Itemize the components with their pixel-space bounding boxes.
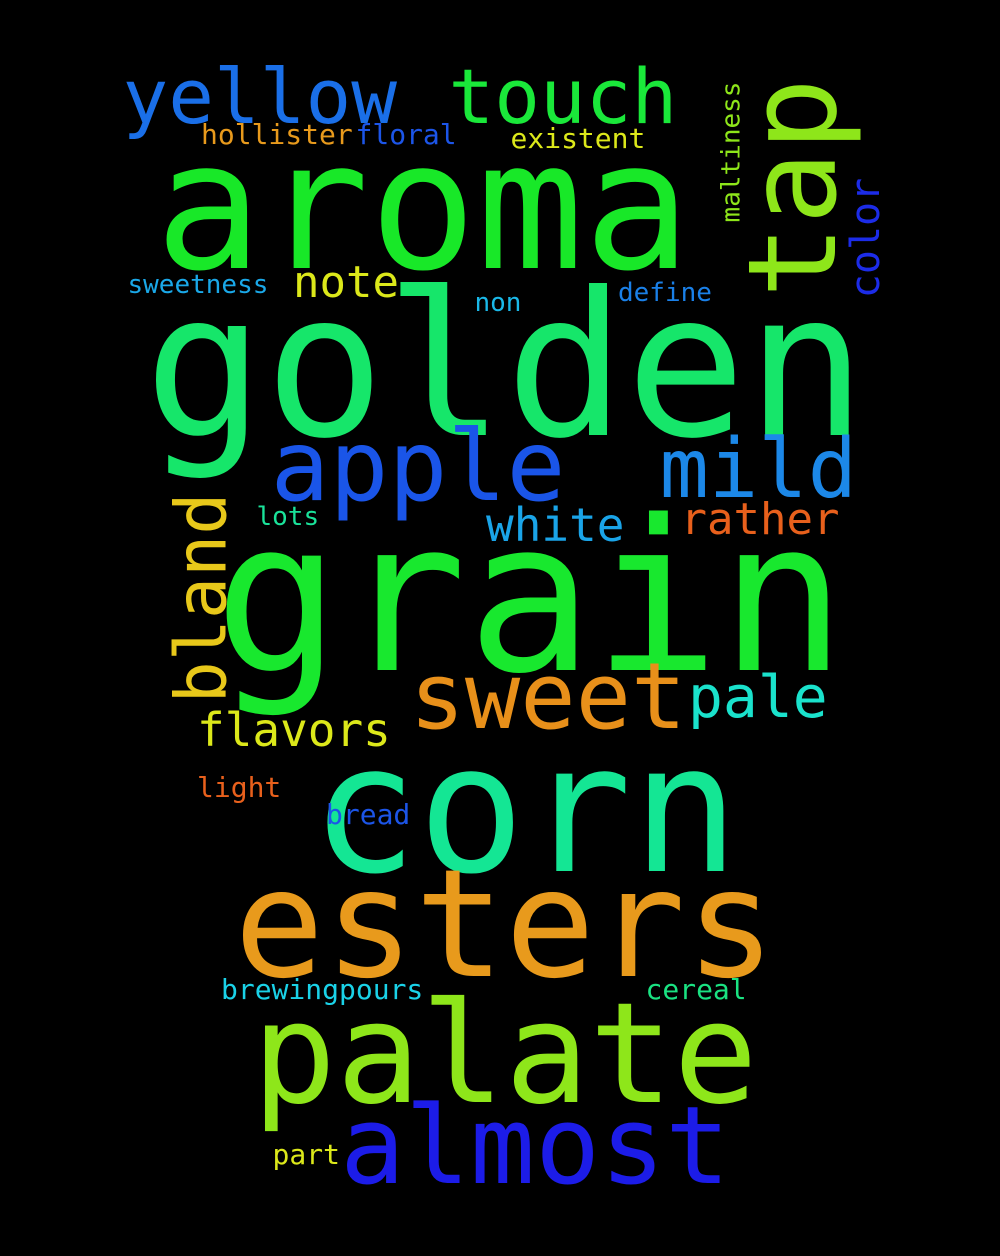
word-golden: golden: [144, 250, 867, 483]
word-esters: esters: [234, 838, 776, 1012]
word-maltiness: maltiness: [715, 81, 746, 223]
word-mild: mild: [659, 422, 857, 517]
word-pale: pale: [688, 663, 828, 731]
word-corn: corn: [310, 706, 740, 913]
word-bland: bland: [159, 492, 242, 704]
word-non: non: [474, 288, 522, 318]
word-sweet: sweet: [409, 643, 687, 750]
word-hollister: hollister: [201, 118, 353, 151]
word-define: define: [618, 278, 712, 308]
word-color: color: [843, 177, 890, 299]
word-floral: floral: [355, 118, 457, 151]
word-note: note: [293, 257, 399, 308]
word-existent: existent: [510, 122, 646, 155]
word-sweetness: sweetness: [127, 270, 269, 300]
word-aroma: aroma: [155, 103, 691, 310]
word-part: part: [272, 1138, 340, 1171]
word-cereal: cereal: [645, 973, 747, 1006]
word-apple: apple: [270, 410, 566, 524]
word-brewingpours: brewingpours: [221, 973, 424, 1006]
word-rather: rather: [680, 494, 840, 545]
word-touch: touch: [448, 52, 678, 141]
word-light: light: [197, 771, 282, 804]
word-white: white: [486, 498, 625, 552]
word-lots: lots: [256, 502, 320, 532]
word-yellow: yellow: [122, 52, 398, 141]
word-grain: grain: [214, 475, 847, 720]
word-almost: almost: [340, 1084, 731, 1209]
word-flavors: flavors: [197, 703, 391, 757]
word-palate: palate: [252, 973, 758, 1136]
word-bread: bread: [326, 798, 411, 831]
word-tap: tap: [722, 77, 865, 299]
